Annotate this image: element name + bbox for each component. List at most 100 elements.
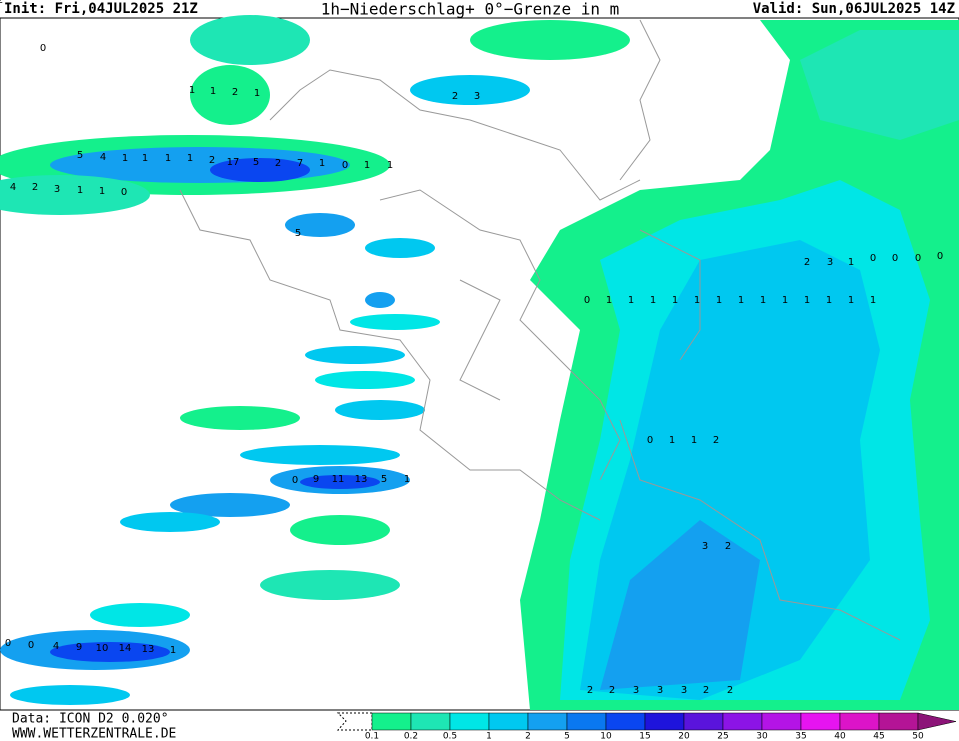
map-label: 3 bbox=[681, 685, 687, 696]
map-label: 9 bbox=[313, 474, 319, 485]
map-label: 2 bbox=[713, 435, 719, 446]
map-label: 1 bbox=[189, 85, 195, 96]
map-label: 3 bbox=[657, 685, 663, 696]
map-label: 0 bbox=[915, 253, 921, 264]
map-title: 1h−Niederschlag+ 0°−Grenze in m bbox=[321, 0, 620, 19]
map-label: 1 bbox=[387, 160, 393, 171]
map-label: 0 bbox=[342, 160, 348, 171]
legend-swatch bbox=[761, 712, 802, 731]
legend-swatch bbox=[371, 712, 412, 731]
map-label: 0 bbox=[584, 295, 590, 306]
legend-swatch bbox=[644, 712, 685, 731]
map-label: 11 bbox=[332, 474, 345, 485]
map-label: 2 bbox=[703, 685, 709, 696]
map-labels: 05 4 1 1 1 1 2 17 5 2 7 1 0 1 14 2 3 1 1 01 1 2 1 2 350 9 11 13 5 10 0… bbox=[0, 0, 943, 696]
map-label: 10 bbox=[96, 643, 109, 654]
map-label: 1 bbox=[691, 435, 697, 446]
legend-below bbox=[336, 712, 373, 731]
legend-label: 40 bbox=[834, 732, 846, 741]
map-label: 2 bbox=[609, 685, 615, 696]
legend-swatch bbox=[410, 712, 451, 731]
map-label: 2 bbox=[804, 257, 810, 268]
map-label: 0 bbox=[292, 475, 298, 486]
map-label: 1 bbox=[99, 186, 105, 197]
map-label: 1 bbox=[210, 86, 216, 97]
legend-swatch bbox=[839, 712, 880, 731]
legend-label: 15 bbox=[639, 732, 650, 741]
valid-time: Valid: Sun,06JUL2025 14Z bbox=[753, 1, 955, 17]
map-label: 3 bbox=[54, 184, 60, 195]
legend-label: 1 bbox=[486, 732, 492, 741]
map-label: 1 bbox=[870, 295, 876, 306]
map-label: 1 bbox=[187, 153, 193, 164]
legend-label: 10 bbox=[600, 732, 612, 741]
map-label: 2 bbox=[452, 91, 458, 102]
map-label: 5 bbox=[253, 157, 259, 168]
legend-swatch bbox=[878, 712, 919, 731]
map-label: 4 bbox=[10, 182, 16, 193]
map-label: 0 bbox=[870, 253, 876, 264]
legend-label: 0.5 bbox=[443, 732, 457, 741]
map-label: 1 bbox=[606, 295, 612, 306]
legend-label: 30 bbox=[756, 732, 768, 741]
map-label: 5 bbox=[381, 474, 387, 485]
legend-label: 45 bbox=[873, 732, 884, 741]
map-label: 3 bbox=[474, 91, 480, 102]
legend-label: 35 bbox=[795, 732, 806, 741]
legend-swatch bbox=[527, 712, 568, 731]
map-label: 1 bbox=[716, 295, 722, 306]
map-label: 2 bbox=[209, 155, 215, 166]
map-label: 1 bbox=[404, 474, 410, 485]
legend-swatch bbox=[449, 712, 490, 731]
map-label: 3 bbox=[633, 685, 639, 696]
map-label: 0 bbox=[892, 253, 898, 264]
map-label: 0 bbox=[40, 43, 46, 54]
map-label: 4 bbox=[53, 641, 59, 652]
map-label: 1 bbox=[254, 88, 260, 99]
map-label: 1 bbox=[694, 295, 700, 306]
legend-swatch bbox=[488, 712, 529, 731]
map-label: 0 bbox=[647, 435, 653, 446]
map-label: 1 bbox=[848, 295, 854, 306]
map-label: 5 bbox=[77, 150, 83, 161]
map-label: 5 bbox=[295, 228, 301, 239]
legend-swatch bbox=[722, 712, 763, 731]
legend-label: 0.2 bbox=[404, 732, 418, 741]
map-label: 2 bbox=[232, 87, 238, 98]
map-label: 4 bbox=[100, 152, 106, 163]
legend-label: 20 bbox=[678, 732, 690, 741]
map-label: 1 bbox=[760, 295, 766, 306]
map-label: 1 bbox=[672, 295, 678, 306]
map-label: 1 bbox=[319, 158, 325, 169]
map-label: 2 bbox=[32, 182, 38, 193]
map-label: 1 bbox=[122, 153, 128, 164]
map-label: 7 bbox=[297, 158, 303, 169]
map-label: 0 bbox=[937, 251, 943, 262]
legend-swatch bbox=[800, 712, 841, 731]
map-label: 2 bbox=[725, 541, 731, 552]
map-label: 1 bbox=[77, 185, 83, 196]
map-label: 1 bbox=[364, 160, 370, 171]
map-label: 1 bbox=[170, 645, 176, 656]
legend-label: 2 bbox=[525, 732, 531, 741]
map-label: 1 bbox=[738, 295, 744, 306]
borders bbox=[179, 19, 901, 641]
site: WWW.WETTERZENTRALE.DE bbox=[12, 727, 176, 741]
legend-label: 50 bbox=[912, 732, 924, 741]
map-label: 3 bbox=[702, 541, 708, 552]
map-label: 1 bbox=[142, 153, 148, 164]
map-label: 2 bbox=[727, 685, 733, 696]
map-label: 1 bbox=[165, 153, 171, 164]
legend-label: 5 bbox=[564, 732, 570, 741]
map-label: 13 bbox=[142, 644, 155, 655]
legend-label: 25 bbox=[717, 732, 728, 741]
legend-swatch bbox=[605, 712, 646, 731]
map-label: 1 bbox=[669, 435, 675, 446]
data-source: Data: ICON D2 0.020° bbox=[12, 712, 169, 727]
map-label: 2 bbox=[587, 685, 593, 696]
map-label: 1 bbox=[804, 295, 810, 306]
legend: 0.1 0.2 0.5 1 2 5 10 15 20 25 30 35 40 45 50 bbox=[365, 712, 957, 741]
map-label: 14 bbox=[119, 643, 132, 654]
